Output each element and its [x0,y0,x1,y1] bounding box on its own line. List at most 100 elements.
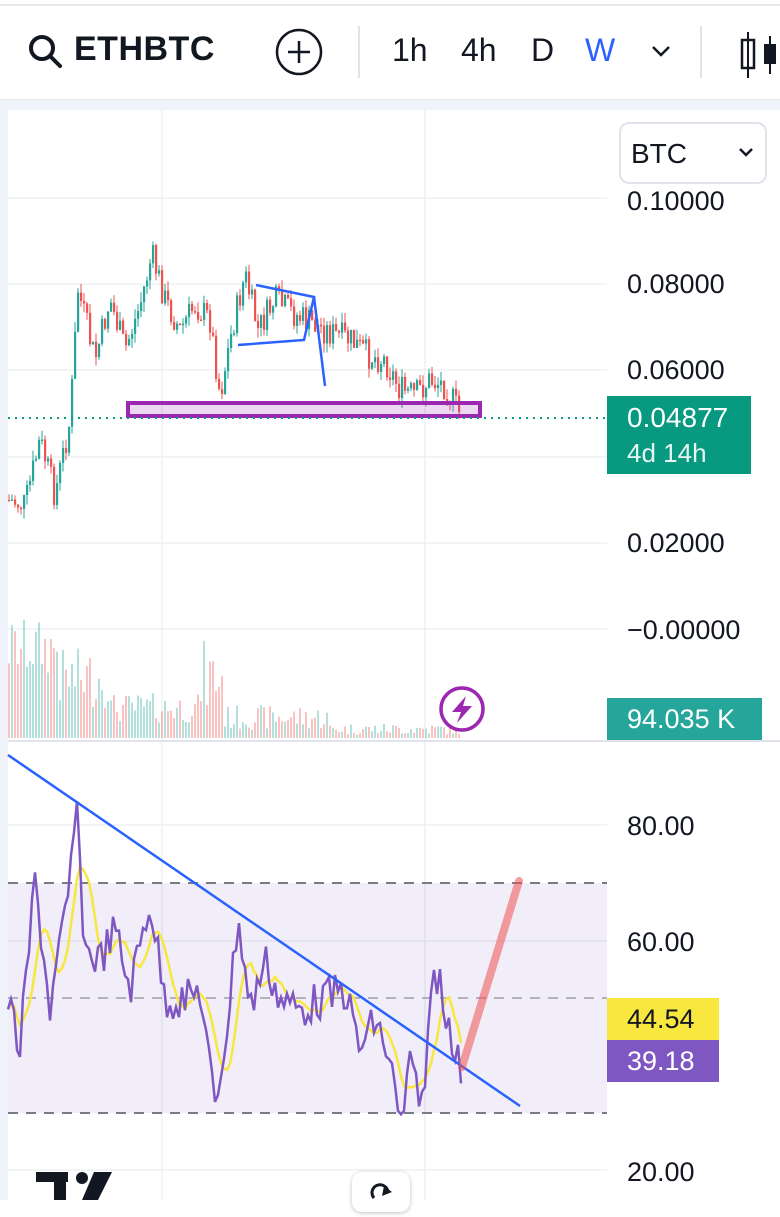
candle-body [407,388,410,391]
symbol-name[interactable]: ETHBTC [74,30,215,68]
volume-bar [332,727,334,738]
rsi-projection-drawing[interactable] [458,877,523,1071]
candle-body [113,302,116,312]
timeframe-1h[interactable]: 1h [392,32,428,68]
volume-bar [200,701,202,738]
timeframe-w[interactable]: W [585,32,616,68]
candle-body [281,289,284,307]
candle-body [194,311,197,313]
candle-body [17,504,20,508]
volume-bar [353,732,355,738]
candle-body [236,295,239,334]
candle-body [437,384,440,389]
volume-bar [440,726,442,738]
candle-body [404,376,407,391]
volume-bar [32,664,34,738]
volume-bar [230,727,232,738]
volume-bar [149,701,151,738]
volume-bar [365,726,367,738]
volume-bar [182,719,184,738]
add-circle-icon[interactable] [275,28,323,76]
volume-bar [104,707,106,738]
volume-bar [26,666,28,738]
lightning-icon[interactable] [439,686,485,732]
volume-bar [437,726,439,738]
volume-bar [272,712,274,738]
volume-bar [218,686,220,738]
candle-body [401,376,404,399]
scroll-to-realtime-button[interactable] [352,1172,410,1212]
candle-body [155,245,158,274]
support-zone-box[interactable] [126,401,482,418]
candle-body [128,338,131,346]
candle-body [347,330,350,344]
candle-body [29,480,32,485]
volume-bar [14,631,16,738]
volume-bar [92,706,94,738]
volume-bar [152,693,154,738]
volume-bar [131,702,133,738]
volume-bar [101,690,103,738]
candle-body [377,357,380,372]
search-icon[interactable] [26,32,66,72]
candle-body [443,380,446,400]
candle-body [305,307,308,329]
volume-bar [8,663,10,738]
volume-bar [125,695,127,738]
volume-bar [11,625,13,738]
volume-bar [449,723,451,738]
candle-body [227,348,230,372]
volume-bar [224,726,226,738]
flag-pole-drawing[interactable] [312,296,327,387]
candle-body [224,371,227,394]
volume-bar [344,726,346,738]
volume-bar [305,711,307,738]
volume-bar [161,711,163,738]
candle-body [290,298,293,307]
volume-bar [137,695,139,738]
volume-bar [458,733,460,738]
volume-bar [203,640,205,738]
candle-body [134,318,137,334]
candle-body [47,458,50,462]
candle-body [455,388,458,396]
volume-bar [398,727,400,738]
volume-bar [446,734,448,738]
volume-bar [212,661,214,738]
candle-body [86,303,89,313]
rsi-trendline-drawing[interactable] [7,753,521,1108]
volume-bar [425,728,427,738]
timeframe-d[interactable]: D [531,32,555,68]
rsi-tick-2: 20.00 [627,1157,695,1187]
volume-bar [299,708,301,738]
candle-body [77,292,80,332]
candles-icon[interactable] [738,30,780,80]
volume-bar [83,692,85,738]
candle-body [35,458,38,461]
candle-body [8,500,11,502]
candle-body [359,339,362,342]
volume-bar [311,718,313,738]
price-tick-3: 0.02000 [627,528,725,558]
candle-body [206,303,209,311]
volume-bar [347,733,349,738]
candle-body [131,333,134,339]
rsi-ma-value: 44.54 [627,1004,695,1034]
chevron-down-icon[interactable] [648,40,674,62]
flag-pattern-drawing[interactable] [237,283,316,347]
candle-body [44,439,47,462]
candle-body [89,312,92,345]
volume-bar [227,706,229,738]
volume-bar [233,723,235,738]
candle-body [299,314,302,321]
timeframe-4h[interactable]: 4h [461,32,497,68]
candle-body [302,307,305,321]
volume-bar [215,691,217,738]
currency-select[interactable]: BTC [619,122,767,184]
volume-bar [44,638,46,738]
candle-body [221,389,224,394]
candle-body [179,323,182,326]
volume-bar [371,731,373,738]
volume-bar [71,663,73,738]
